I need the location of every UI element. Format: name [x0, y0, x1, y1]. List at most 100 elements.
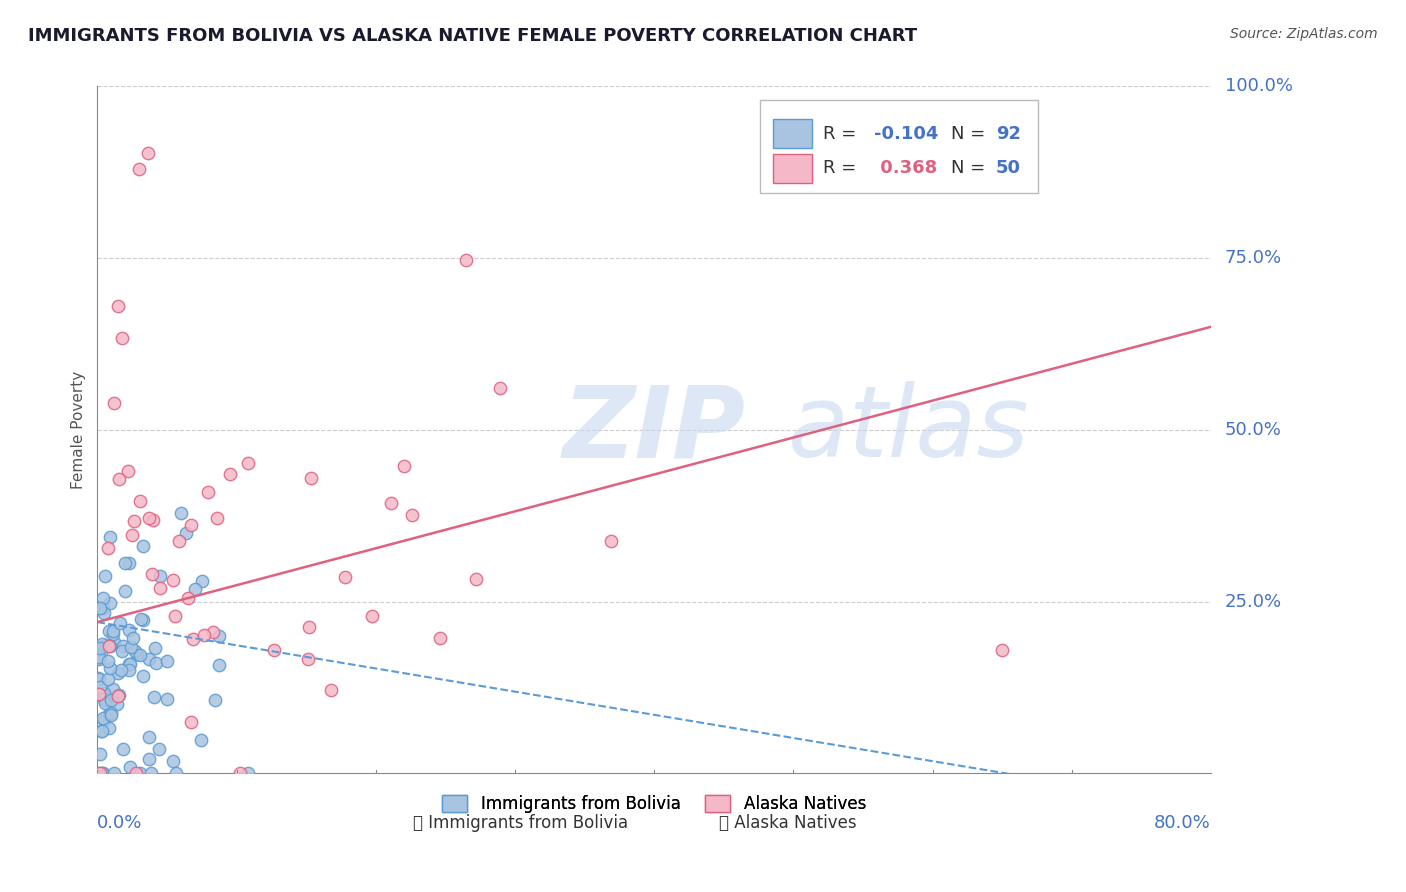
Point — [263, 642, 285, 657]
Point — [107, 689, 129, 703]
Point — [129, 612, 152, 626]
Point — [138, 146, 160, 161]
Point — [142, 513, 165, 527]
Point — [97, 541, 120, 556]
Point — [201, 625, 224, 640]
Point — [97, 672, 120, 686]
Point — [89, 766, 111, 780]
Point — [111, 644, 134, 658]
Point — [87, 652, 110, 666]
Point — [392, 459, 415, 474]
Point — [118, 556, 141, 570]
Point — [236, 456, 259, 470]
Point — [87, 671, 110, 685]
Point — [103, 681, 125, 696]
Point — [141, 566, 163, 581]
Point — [112, 640, 135, 654]
Text: Source: ZipAtlas.com: Source: ZipAtlas.com — [1230, 27, 1378, 41]
Point — [208, 629, 231, 643]
Point — [89, 650, 111, 665]
Text: 92: 92 — [995, 125, 1021, 143]
Text: 80.0%: 80.0% — [1154, 814, 1211, 832]
Point — [108, 472, 131, 486]
Point — [205, 510, 228, 524]
Point — [181, 632, 204, 647]
Point — [97, 654, 120, 668]
Point — [90, 637, 112, 651]
Point — [94, 693, 117, 707]
Point — [90, 766, 112, 780]
Point — [110, 663, 132, 677]
Point — [129, 648, 152, 662]
Point — [90, 724, 112, 739]
Point — [94, 568, 117, 582]
Text: R =: R = — [824, 125, 862, 143]
Point — [98, 639, 121, 653]
Text: 25.0%: 25.0% — [1225, 592, 1282, 610]
Point — [128, 493, 150, 508]
Point — [174, 525, 197, 540]
Point — [190, 733, 212, 747]
Point — [91, 591, 114, 606]
Point — [120, 640, 142, 654]
Point — [101, 627, 124, 641]
Point — [117, 464, 139, 478]
Point — [360, 608, 382, 623]
Point — [89, 601, 111, 615]
Point — [170, 506, 193, 520]
Point — [105, 697, 128, 711]
Point — [117, 663, 139, 677]
Point — [87, 649, 110, 664]
Point — [107, 299, 129, 313]
Y-axis label: Female Poverty: Female Poverty — [72, 371, 86, 489]
Point — [142, 690, 165, 705]
Point — [132, 539, 155, 553]
Point — [129, 766, 152, 780]
Text: 50: 50 — [995, 159, 1021, 178]
Point — [97, 639, 120, 653]
Point — [162, 754, 184, 768]
Point — [319, 682, 342, 697]
Point — [111, 741, 134, 756]
Text: ZIP: ZIP — [562, 381, 745, 478]
Point — [94, 638, 117, 652]
Point — [107, 665, 129, 680]
Text: R =: R = — [824, 159, 862, 178]
Point — [401, 508, 423, 522]
Point — [108, 616, 131, 631]
Point — [87, 687, 110, 701]
Point — [122, 514, 145, 528]
Point — [138, 511, 160, 525]
Point — [98, 530, 121, 544]
Text: 0.0%: 0.0% — [97, 814, 143, 832]
Point — [138, 730, 160, 744]
Point — [148, 568, 170, 582]
Point — [114, 556, 136, 570]
Point — [143, 641, 166, 656]
Point — [118, 657, 141, 671]
Point — [121, 632, 143, 646]
Point — [335, 570, 357, 584]
Point — [100, 707, 122, 722]
Point — [193, 628, 215, 642]
Point — [138, 652, 160, 666]
Point — [156, 691, 179, 706]
Point — [91, 766, 114, 780]
Point — [98, 706, 121, 721]
Point — [124, 644, 146, 658]
Point — [100, 693, 122, 707]
Point — [87, 673, 110, 687]
Point — [127, 647, 149, 661]
Point — [149, 581, 172, 595]
Point — [89, 680, 111, 694]
Text: atlas: atlas — [787, 381, 1029, 478]
Point — [145, 657, 167, 671]
Point — [155, 654, 177, 668]
Text: 0.368: 0.368 — [873, 159, 936, 178]
Point — [94, 697, 117, 711]
FancyBboxPatch shape — [761, 100, 1039, 193]
Point — [132, 613, 155, 627]
Point — [429, 631, 451, 645]
FancyBboxPatch shape — [773, 120, 813, 148]
Text: -0.104: -0.104 — [873, 125, 938, 143]
